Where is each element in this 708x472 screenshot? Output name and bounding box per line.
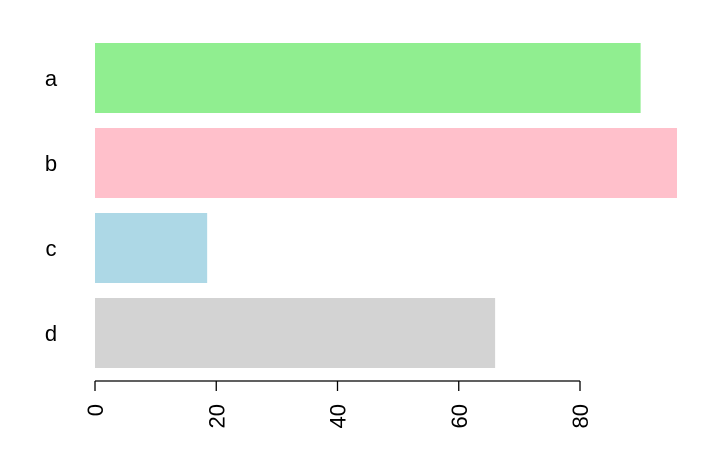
bar-b (95, 128, 677, 198)
x-axis: 0 20 40 60 80 (83, 380, 593, 428)
category-label-c: c (46, 236, 57, 261)
x-tick-label-0: 0 (83, 404, 108, 416)
x-tick-label-40: 40 (326, 404, 351, 428)
x-tick-label-60: 60 (447, 404, 472, 428)
category-label-a: a (45, 66, 58, 91)
bar-d (95, 298, 496, 368)
bar-c (95, 213, 208, 283)
bar-a (95, 43, 641, 113)
bars-group (95, 43, 677, 368)
category-label-d: d (45, 321, 57, 346)
x-tick-label-80: 80 (568, 404, 593, 428)
category-labels: a b c d (45, 66, 58, 346)
x-tick-label-20: 20 (204, 404, 229, 428)
category-label-b: b (45, 151, 57, 176)
